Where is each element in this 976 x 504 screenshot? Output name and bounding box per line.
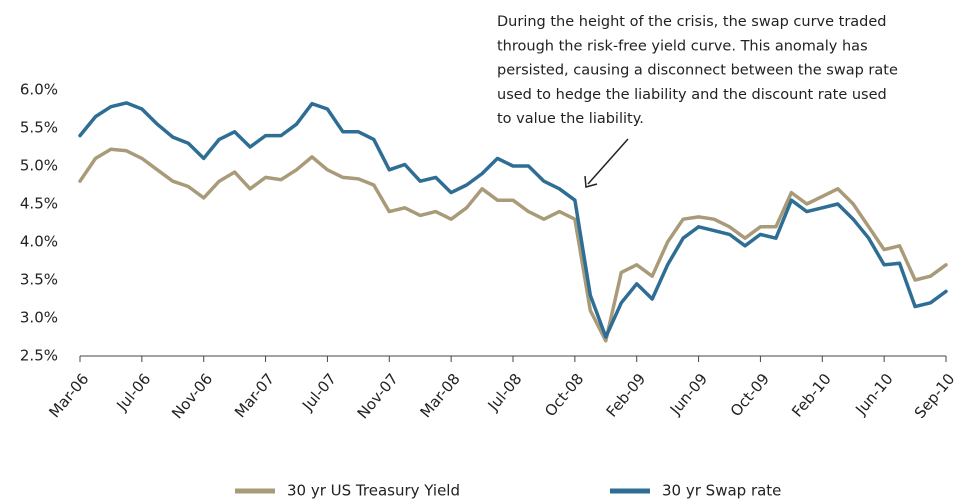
x-tick-label: Nov-07 [354,370,402,422]
annotation-text: used to hedge the liability and the disc… [497,87,887,103]
x-tick-label: Feb-09 [603,370,650,421]
y-tick-label: 3.0% [20,309,58,327]
y-tick-label: 4.0% [20,233,58,251]
legend-label: 30 yr US Treasury Yield [287,482,460,500]
x-tick-label: Feb-10 [788,370,835,421]
x-tick-label: Nov-06 [168,370,216,422]
annotation-arrow [587,138,629,185]
legend-label: 30 yr Swap rate [662,482,781,500]
y-tick-label: 2.5% [20,347,58,365]
x-tick-label: Jun-09 [666,370,711,419]
x-tick-label: Mar-08 [417,370,464,421]
annotation-text: persisted, causing a disconnect between … [497,63,898,79]
x-tick-label: Oct-09 [727,370,773,420]
x-tick-label: Mar-07 [231,370,278,421]
x-tick-label: Jul-08 [484,370,526,415]
x-tick-label: Oct-08 [541,370,587,420]
x-tick-label: Jul-06 [113,370,155,415]
x-tick-label: Jul-07 [298,370,340,415]
series-line [78,147,948,343]
x-tick-label: Sep-10 [911,370,959,422]
annotation-arrowhead [584,175,598,188]
x-tick-label: Jun-10 [851,370,896,419]
annotation-text: through the risk-free yield curve. This … [497,38,868,54]
annotation-text: During the height of the crisis, the swa… [497,14,887,30]
y-tick-label: 5.5% [20,119,58,137]
y-tick-label: 6.0% [20,81,58,99]
series-line [78,101,948,339]
y-tick-label: 3.5% [20,271,58,289]
x-tick-label: Mar-06 [45,370,92,421]
y-tick-label: 5.0% [20,157,58,175]
annotation-text: to value the liability. [497,111,644,127]
y-tick-label: 4.5% [20,195,58,213]
